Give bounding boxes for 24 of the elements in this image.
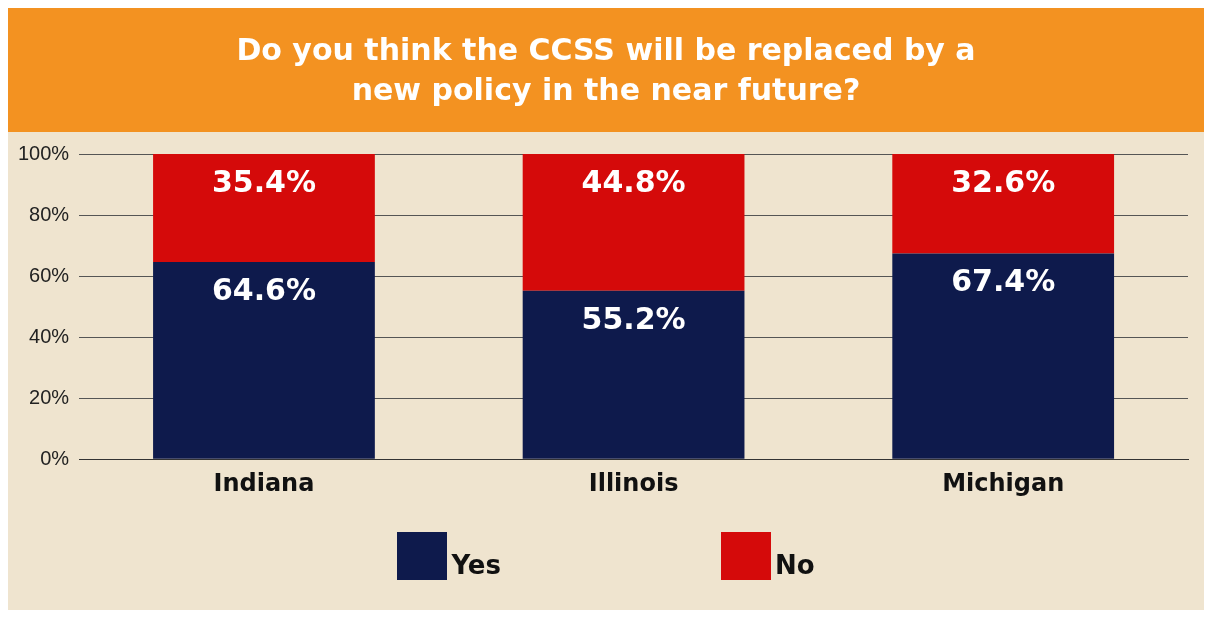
data-label: 35.4% [211, 163, 316, 199]
data-label: 64.6% [211, 271, 316, 307]
bar [892, 253, 1115, 459]
y-tick-label: 60% [29, 263, 70, 286]
chart-title: Do you think the CCSS will be replaced by a new policy in the near future? [8, 8, 1204, 132]
x-tick-label: Illinois [588, 468, 679, 497]
y-tick-label: 0% [40, 446, 70, 469]
x-tick-label: Michigan [942, 468, 1065, 497]
legend-label: No [774, 550, 815, 580]
y-tick-label: 80% [29, 202, 70, 225]
y-tick-label: 100% [18, 141, 70, 164]
bar [522, 290, 745, 459]
bar [153, 262, 375, 459]
bar [892, 154, 1115, 254]
y-tick-label: 20% [29, 385, 70, 408]
legend-label: Yes [451, 550, 501, 580]
data-label: 55.2% [581, 300, 686, 336]
x-tick-label: Indiana [213, 468, 315, 497]
data-label: 67.4% [951, 263, 1056, 299]
y-tick-label: 40% [29, 324, 70, 347]
bar [153, 154, 375, 263]
data-label: 32.6% [951, 163, 1056, 199]
bar [522, 154, 745, 291]
data-label: 44.8% [581, 163, 686, 199]
